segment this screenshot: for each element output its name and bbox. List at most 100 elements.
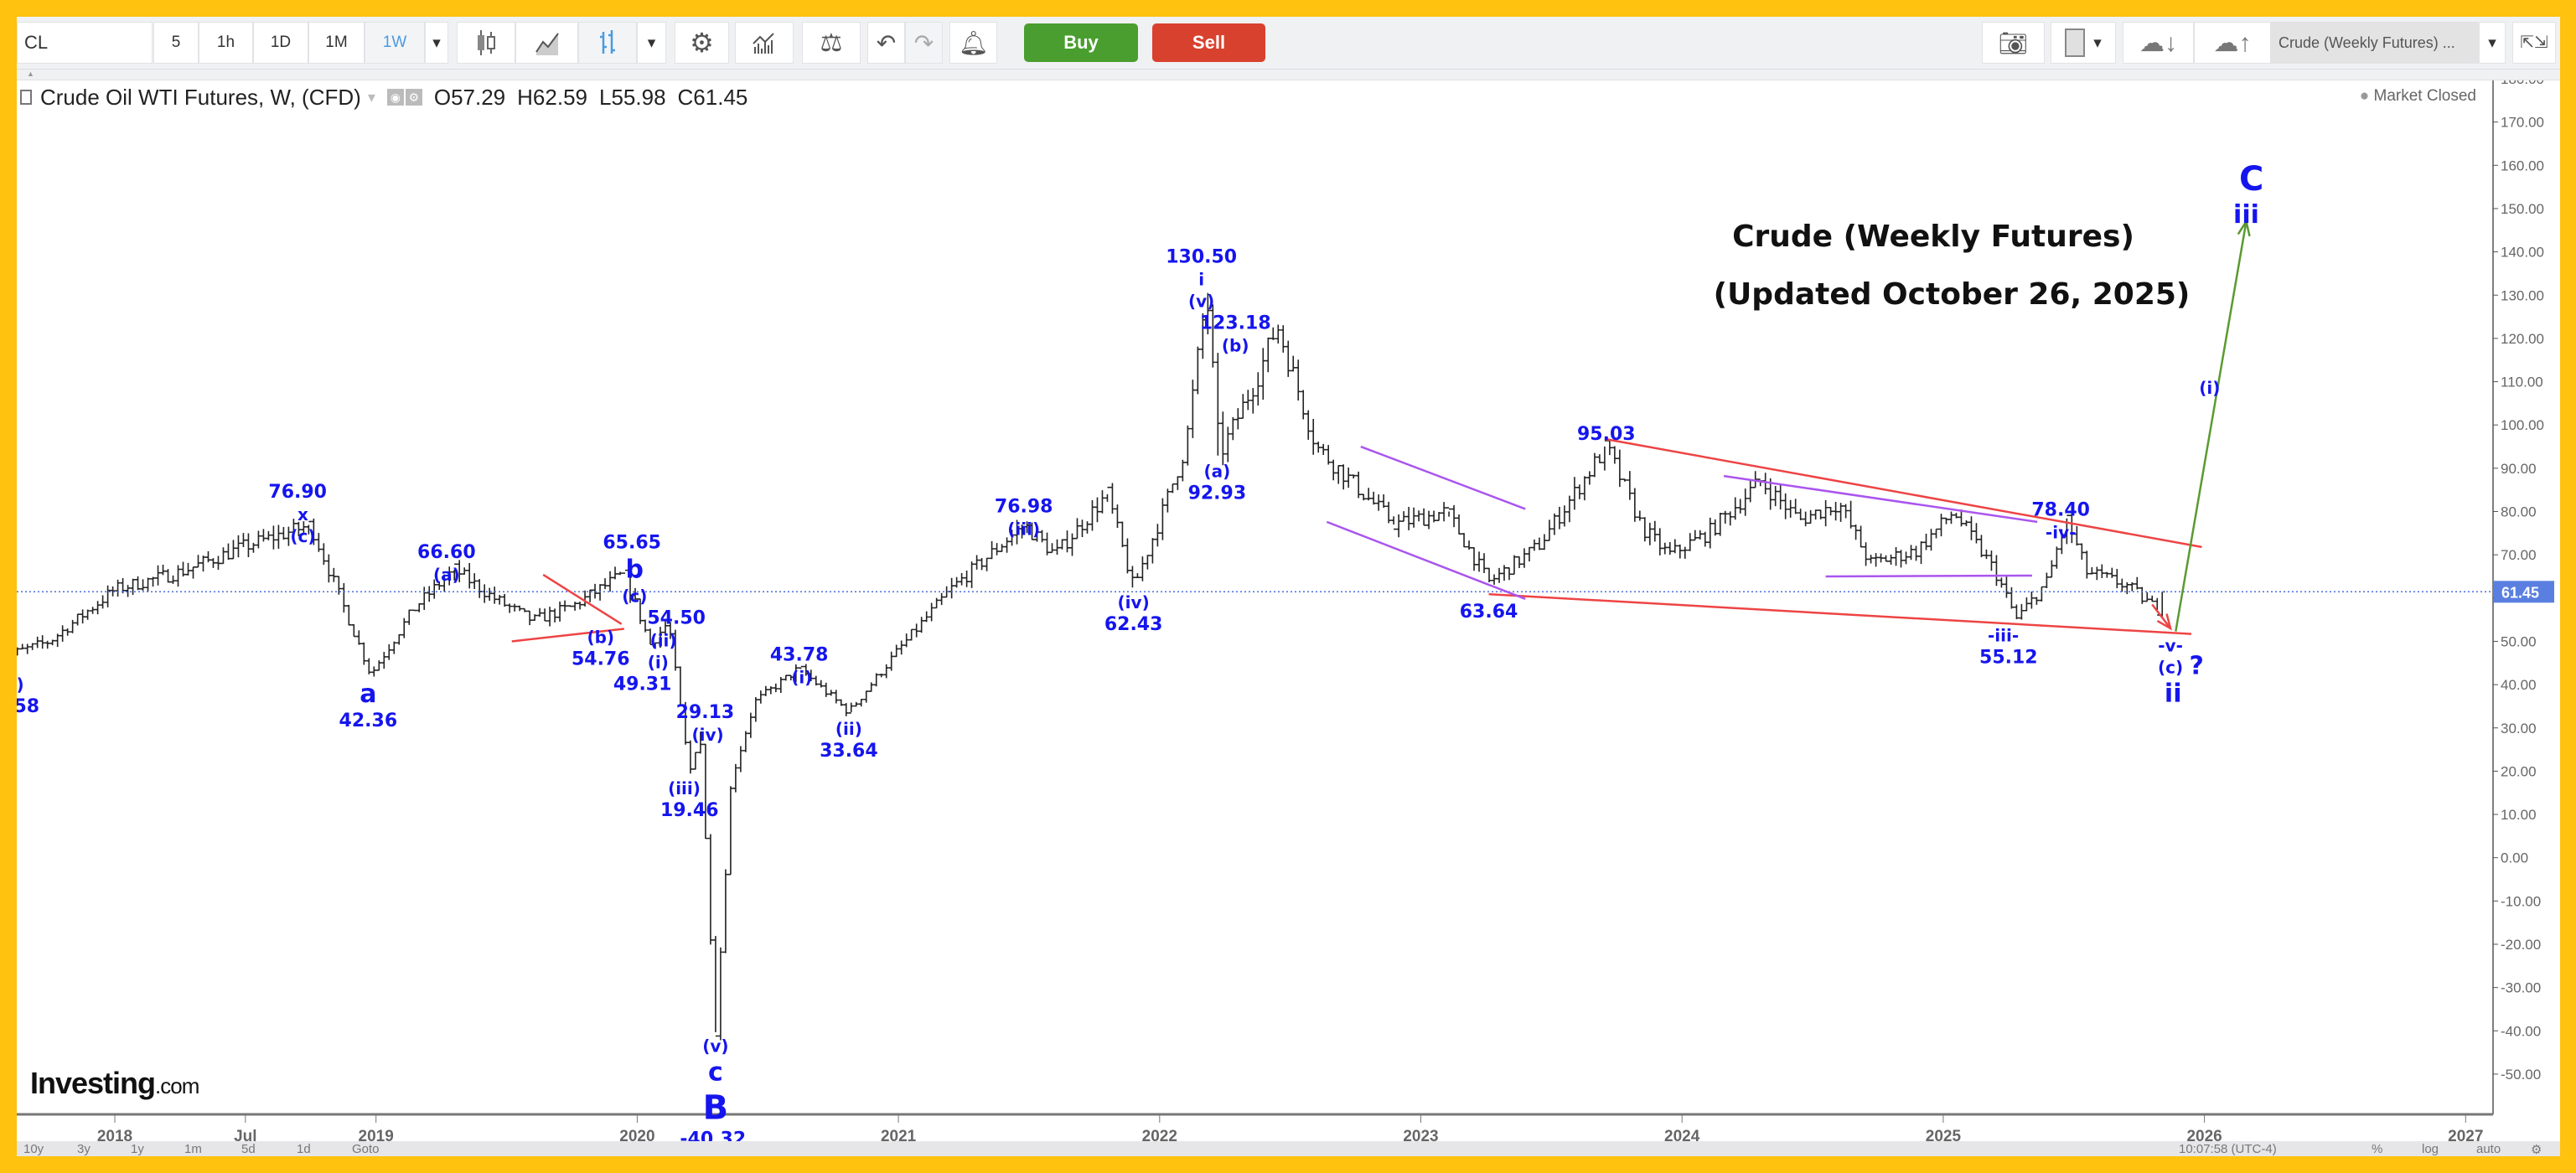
ohlc-bar xyxy=(1923,534,1929,550)
ohlc-bar xyxy=(778,677,784,694)
camera-icon: 📷︎ xyxy=(1998,29,2029,56)
ohlc-bar xyxy=(241,533,246,548)
gear-icon[interactable]: ⚙ xyxy=(2531,1143,2542,1156)
undo-button[interactable]: ↶ xyxy=(867,22,905,64)
ohlc-bar xyxy=(682,701,688,745)
settings-button[interactable]: ⚙ xyxy=(675,22,729,64)
ohlc-bar xyxy=(1064,530,1070,553)
ohlc-bar xyxy=(928,602,934,622)
range-1y[interactable]: 1y xyxy=(131,1142,144,1156)
load-layout-button[interactable]: ☁↓ xyxy=(2123,22,2194,64)
range-10y[interactable]: 10y xyxy=(23,1142,44,1156)
ohlc-bar xyxy=(883,664,889,679)
screenshot-button[interactable]: 📷︎ xyxy=(1982,22,2045,64)
ohlc-bar xyxy=(913,623,919,638)
percent-toggle[interactable]: % xyxy=(2372,1142,2383,1156)
price-tick-label: 140.00 xyxy=(2501,245,2544,261)
interval-1d[interactable]: 1D xyxy=(253,22,308,64)
last-price-label: 61.45 xyxy=(2501,584,2539,601)
ohlc-bar xyxy=(1727,511,1733,526)
interval-1h[interactable]: 1h xyxy=(199,22,253,64)
ohlc-bar xyxy=(175,565,181,587)
candles-button[interactable] xyxy=(457,22,515,64)
ohlc-bar xyxy=(562,600,568,612)
wave-label: (ii) xyxy=(835,719,862,739)
ohlc-bar xyxy=(396,633,402,645)
ohlc-bar xyxy=(898,640,904,655)
ohlc-bar xyxy=(2014,604,2020,620)
ohlc-bar xyxy=(1833,501,1839,521)
ohlc-bar xyxy=(1456,514,1462,535)
ohlc-bar xyxy=(2099,564,2105,578)
range-5d[interactable]: 5d xyxy=(241,1142,256,1156)
ohlc-bar xyxy=(2039,586,2045,602)
fullscreen-button[interactable]: ⇱⇲ xyxy=(2512,22,2556,64)
ohlc-bar xyxy=(140,579,146,591)
save-layout-button[interactable]: ☁↑ xyxy=(2194,22,2271,64)
wave-label: 130.50 xyxy=(1166,246,1237,267)
close-value: C61.45 xyxy=(677,84,748,110)
range-1m[interactable]: 1m xyxy=(184,1142,202,1156)
caret-down-icon[interactable]: ▾ xyxy=(367,88,375,106)
interval-1w[interactable]: 1W xyxy=(365,22,425,64)
ohlc-bar xyxy=(959,573,965,586)
ohlc-bar xyxy=(1331,459,1337,481)
layout-name-select[interactable]: Crude (Weekly Futures) ... xyxy=(2271,22,2479,64)
ohlc-bar xyxy=(100,595,106,609)
ohlc-bar xyxy=(1014,519,1020,545)
compare-button[interactable]: ⚖ xyxy=(802,22,861,64)
ohlc-bar xyxy=(452,563,458,581)
ohlc-bar xyxy=(628,568,634,603)
ohlc-bar xyxy=(2089,567,2095,575)
interval-5[interactable]: 5 xyxy=(153,22,199,64)
ohlc-bar xyxy=(1170,483,1176,493)
line-chart-button[interactable] xyxy=(515,22,578,64)
visibility-icon[interactable]: ◉ xyxy=(386,89,404,106)
ohlc-bar xyxy=(1943,517,1949,524)
ohlc-bar xyxy=(1561,505,1567,527)
layout-button[interactable]: ▾ xyxy=(2051,22,2116,64)
wave-label: 54.76 xyxy=(572,649,630,669)
time-tick-label: 2024 xyxy=(1664,1128,1700,1145)
wave-label: 78.40 xyxy=(2031,500,2090,521)
sell-button[interactable]: Sell xyxy=(1152,23,1265,62)
indicators-button[interactable] xyxy=(735,22,794,64)
instrument-title[interactable]: Crude Oil WTI Futures, W, (CFD) xyxy=(40,84,361,110)
ohlc-bar xyxy=(1311,418,1316,455)
ohlc-bar xyxy=(200,555,206,572)
ohlc-bar xyxy=(1461,533,1467,548)
collapse-legend-icon[interactable] xyxy=(20,90,32,105)
range-1d[interactable]: 1d xyxy=(297,1142,311,1156)
layout-dropdown[interactable]: ▾ xyxy=(2479,22,2506,64)
ohlc-bar xyxy=(406,609,412,625)
ohlc-bar xyxy=(813,675,819,686)
auto-toggle[interactable]: auto xyxy=(2476,1142,2501,1156)
alert-button[interactable]: 🔔︎ xyxy=(949,22,997,64)
redo-button[interactable]: ↷ xyxy=(905,22,943,64)
interval-1m[interactable]: 1M xyxy=(308,22,365,64)
interval-dropdown[interactable]: ▾ xyxy=(425,22,448,64)
ohlc-bar xyxy=(2049,560,2055,578)
wave-label: 55.12 xyxy=(1979,648,2038,669)
buy-button[interactable]: Buy xyxy=(1024,23,1138,62)
chart-type-dropdown[interactable]: ▾ xyxy=(637,22,666,64)
ohlc-bar xyxy=(828,690,834,696)
symbol-input[interactable]: CL xyxy=(17,22,153,64)
ohlc-bar xyxy=(1115,504,1120,529)
wave-label: ? xyxy=(2190,651,2204,680)
scale-icon: ⚖ xyxy=(820,28,843,57)
ohlc-bar xyxy=(1135,573,1141,579)
ohlc-bar xyxy=(1099,490,1105,514)
bars-button[interactable] xyxy=(578,22,637,64)
ohlc-bar xyxy=(185,562,191,576)
ohlc-bar xyxy=(105,585,111,607)
wave-label: 92.93 xyxy=(1188,483,1247,504)
price-chart[interactable]: 180.00170.00160.00150.00140.00130.00120.… xyxy=(17,17,2560,1156)
goto-button[interactable]: Goto xyxy=(352,1142,380,1156)
toolbar-collapse-strip[interactable]: ▲ xyxy=(17,70,2560,80)
ohlc-bar xyxy=(356,630,362,645)
ohlc-bar xyxy=(1551,513,1557,535)
range-3y[interactable]: 3y xyxy=(77,1142,91,1156)
gear-icon[interactable]: ⚙ xyxy=(405,89,422,106)
log-toggle[interactable]: log xyxy=(2422,1142,2439,1156)
